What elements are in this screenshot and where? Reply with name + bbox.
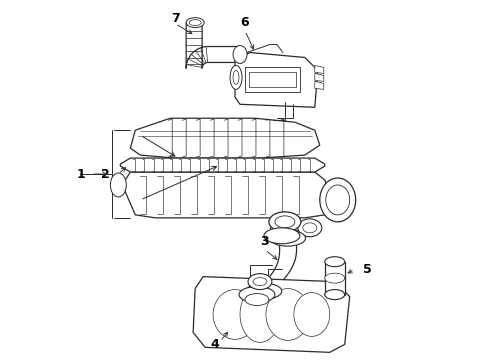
Polygon shape	[249, 72, 296, 87]
Text: 6: 6	[241, 16, 249, 29]
Text: 3: 3	[261, 235, 270, 248]
Ellipse shape	[110, 173, 126, 197]
Ellipse shape	[186, 18, 204, 28]
Ellipse shape	[270, 230, 305, 246]
Ellipse shape	[189, 20, 201, 26]
Text: 2: 2	[101, 167, 110, 180]
Ellipse shape	[230, 66, 242, 89]
Polygon shape	[186, 23, 240, 68]
Ellipse shape	[326, 185, 350, 215]
Polygon shape	[130, 118, 320, 158]
Ellipse shape	[325, 289, 345, 300]
Ellipse shape	[233, 71, 239, 84]
Polygon shape	[252, 235, 296, 294]
Ellipse shape	[239, 287, 275, 302]
Ellipse shape	[325, 257, 345, 267]
Polygon shape	[193, 276, 350, 352]
Ellipse shape	[275, 216, 295, 228]
Ellipse shape	[298, 219, 322, 237]
Text: 4: 4	[211, 338, 220, 351]
Ellipse shape	[320, 178, 356, 222]
Polygon shape	[125, 172, 330, 218]
Ellipse shape	[213, 289, 257, 339]
Ellipse shape	[266, 289, 310, 340]
Ellipse shape	[303, 223, 317, 233]
Ellipse shape	[248, 274, 272, 289]
Ellipse shape	[240, 287, 280, 342]
Text: 1: 1	[76, 167, 85, 180]
Polygon shape	[315, 66, 324, 73]
Ellipse shape	[264, 228, 300, 244]
Ellipse shape	[245, 293, 269, 306]
Ellipse shape	[246, 283, 282, 299]
Polygon shape	[325, 262, 345, 294]
Polygon shape	[315, 73, 324, 81]
Polygon shape	[315, 81, 324, 89]
Ellipse shape	[253, 278, 267, 285]
Text: 7: 7	[171, 12, 179, 25]
Polygon shape	[235, 53, 318, 107]
Ellipse shape	[269, 212, 301, 232]
Ellipse shape	[233, 45, 247, 63]
Ellipse shape	[325, 273, 345, 283]
Ellipse shape	[294, 293, 330, 336]
Text: 5: 5	[363, 263, 372, 276]
Polygon shape	[245, 67, 300, 92]
Polygon shape	[121, 158, 325, 172]
